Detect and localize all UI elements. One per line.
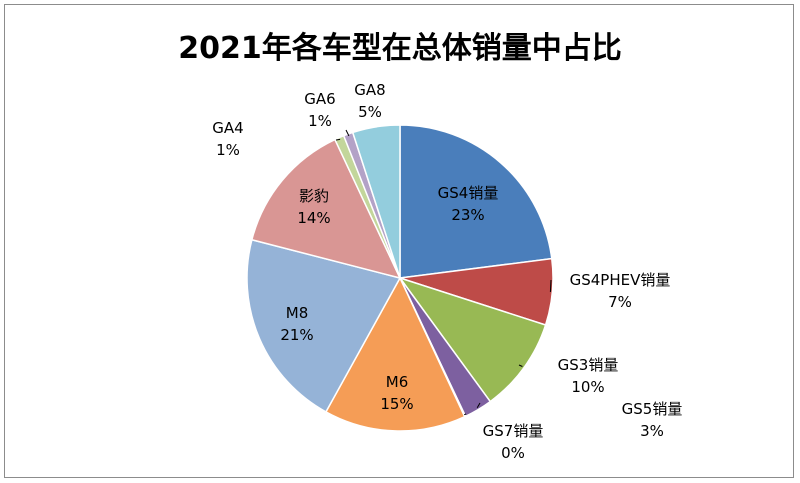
- slice-name-label: GS4销量: [438, 184, 499, 202]
- pie-slice: [351, 124, 401, 279]
- slice-percent-label: 5%: [358, 103, 382, 121]
- slice-percent-label: 0%: [501, 444, 525, 462]
- slice-labels: GS4销量 23% GS4PHEV销量 7% GS3销量 10% GS5销量 3% GS7销量 0…: [212, 81, 682, 462]
- slice-percent-label: 3%: [640, 422, 664, 440]
- leader-line: [335, 138, 341, 141]
- pie-slice: [398, 276, 547, 403]
- slice-percent-label: 10%: [571, 378, 604, 396]
- pie-slice: [250, 138, 402, 280]
- slice-percent-label: 7%: [608, 293, 632, 311]
- slice-name-label: GA6: [304, 90, 335, 108]
- slice-name-label: GS3销量: [558, 356, 619, 374]
- slice-percent-label: 1%: [308, 112, 332, 130]
- pie-slice: [246, 238, 402, 413]
- slice-percent-label: 1%: [216, 141, 240, 159]
- slice-name-label: 影豹: [299, 187, 329, 205]
- leader-lines: [335, 129, 552, 416]
- pie-slices: [246, 124, 554, 432]
- slice-percent-label: 14%: [297, 209, 330, 227]
- slice-percent-label: 23%: [451, 206, 484, 224]
- leader-line: [345, 129, 350, 137]
- slice-name-label: M8: [286, 304, 309, 322]
- pie-slice: [399, 124, 553, 279]
- leader-line: [464, 413, 467, 416]
- slice-percent-label: 21%: [280, 326, 313, 344]
- slice-name-label: GS4PHEV销量: [570, 271, 671, 289]
- slice-percent-label: 15%: [380, 395, 413, 413]
- leader-line: [476, 402, 481, 409]
- slice-name-label: GA8: [354, 81, 385, 99]
- slice-name-label: GS7销量: [483, 422, 544, 440]
- leader-line: [549, 279, 552, 293]
- slice-name-label: GA4: [212, 119, 243, 137]
- slice-name-label: M6: [386, 373, 409, 391]
- leader-line: [518, 364, 523, 367]
- pie-slice: [324, 276, 466, 432]
- slice-name-label: GS5销量: [622, 400, 683, 418]
- chart-title: 2021年各车型在总体销量中占比: [178, 31, 622, 66]
